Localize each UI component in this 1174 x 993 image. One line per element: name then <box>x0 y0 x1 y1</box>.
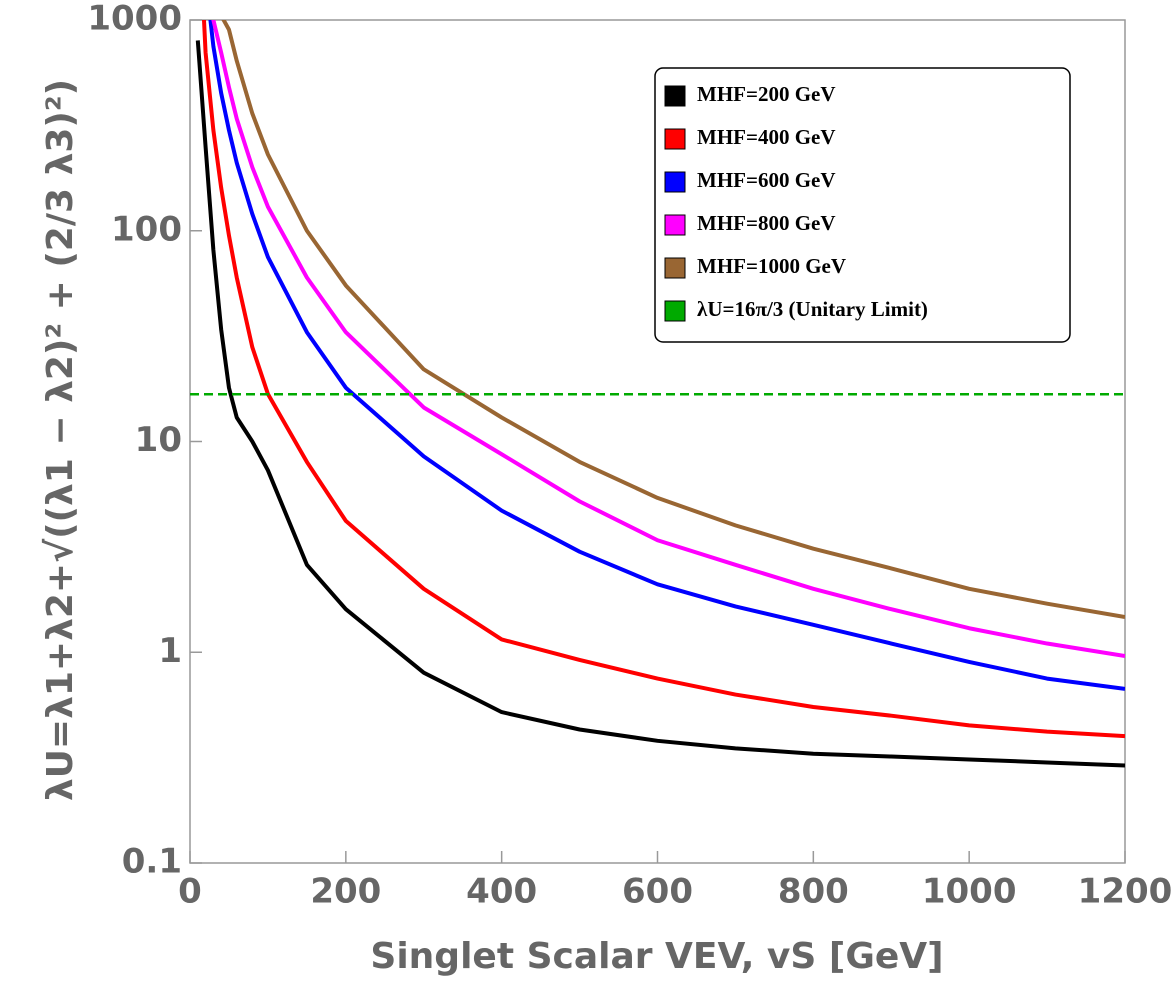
x-tick-label: 400 <box>466 872 537 912</box>
y-tick-label: 1 <box>158 631 182 671</box>
x-tick-label: 1200 <box>1078 872 1173 912</box>
y-axis-title: λU=λ1+λ2+√((λ1 − λ2)² + (2/3 λ3)²) <box>40 79 81 801</box>
series-line <box>211 20 1125 658</box>
x-tick-label: 1000 <box>922 872 1017 912</box>
series-line <box>221 20 1125 619</box>
x-tick-label: 0 <box>178 872 202 912</box>
legend-swatch <box>664 300 686 322</box>
legend-swatch <box>664 85 686 107</box>
legend-swatch <box>664 171 686 193</box>
x-tick-label: 800 <box>778 872 849 912</box>
series-line <box>195 40 1125 768</box>
y-tick-label: 1000 <box>87 0 182 39</box>
legend-label: MHF=600 GeV <box>697 168 836 192</box>
legend-swatch <box>664 128 686 150</box>
legend-label: λU=16π/3 (Unitary Limit) <box>697 297 928 321</box>
series-line <box>208 20 1125 691</box>
y-tick-label: 100 <box>111 209 182 249</box>
legend-box <box>654 67 1071 343</box>
legend-swatch <box>664 257 686 279</box>
legend-label: MHF=1000 GeV <box>697 254 846 278</box>
legend-label: MHF=800 GeV <box>697 211 836 235</box>
x-tick-label: 600 <box>622 872 693 912</box>
legend-swatch <box>664 214 686 236</box>
legend-label: MHF=400 GeV <box>697 125 836 149</box>
y-tick-label: 10 <box>135 420 182 460</box>
legend-label: MHF=200 GeV <box>697 82 836 106</box>
plot-area <box>190 20 1125 768</box>
series-line <box>201 20 1125 739</box>
x-tick-label: 200 <box>310 872 381 912</box>
y-tick-label: 0.1 <box>122 842 182 882</box>
x-axis-title: Singlet Scalar VEV, vS [GeV] <box>370 936 943 977</box>
